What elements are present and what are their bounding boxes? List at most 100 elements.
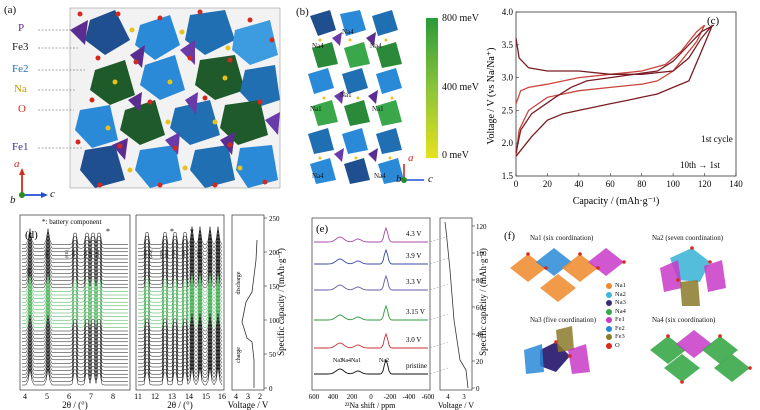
capacity-tick-label-e: 0 <box>476 385 480 393</box>
x-tick-label: 120 <box>698 179 712 189</box>
nmr-state-label: 4.3 V <box>406 230 421 238</box>
nmr-x-tick: -400 <box>403 393 416 401</box>
xrd-pattern-left <box>22 296 128 314</box>
xrd-pattern-left <box>22 264 128 281</box>
xrd-pattern-left <box>22 235 128 253</box>
voltage-tick-d: 2 <box>258 392 262 401</box>
nmr-state-label: 3.9 V <box>406 252 421 260</box>
xrd-pattern-right <box>138 230 223 249</box>
nmr-x-tick: 0 <box>369 393 373 401</box>
legend-dot <box>606 308 612 315</box>
legend-dot <box>606 300 612 307</box>
x-tick-label: 80 <box>637 179 647 189</box>
site-na4-5: Na4 <box>374 172 386 180</box>
xrd-tick-right: 13 <box>168 392 176 401</box>
series-line-3 <box>515 24 713 157</box>
xrd-pattern-right <box>138 226 223 246</box>
nmr-peak-label: Na2 <box>379 358 389 364</box>
series-line-1 <box>515 24 706 157</box>
xrd-tick-left: 4 <box>23 392 27 401</box>
xrd-pattern-left <box>22 318 128 335</box>
axis-label-a: a <box>14 158 20 170</box>
voltage-capacity-chart: (c) 1st cycle 10th → 1st Capacity / (mAh… <box>486 7 743 207</box>
series-line-2 <box>515 24 713 75</box>
atom-label-fe2: Fe2 <box>12 63 29 75</box>
nmr-spectrum-2 <box>314 274 428 291</box>
peak-label: (320) <box>159 249 164 258</box>
y-tick-label: 3.5 <box>502 40 514 50</box>
y-tick-label: 3.0 <box>502 73 514 83</box>
xrd-tick-right: 14 <box>185 392 193 401</box>
xrd-pattern-right <box>138 348 223 368</box>
xrd-pattern-right <box>138 284 223 303</box>
nmr-guide-line <box>429 341 449 349</box>
coordination-structures <box>510 246 752 384</box>
xrd-pattern-left <box>22 250 128 267</box>
title-na4: Na4 (six coordination) <box>652 316 716 324</box>
nmr-x-tick: -200 <box>384 393 397 401</box>
peak-label: (602) <box>164 249 169 258</box>
capacity-tick-label-e: 80 <box>476 277 484 285</box>
xrd-pattern-right <box>138 341 223 361</box>
legend-item: Fe3 <box>606 333 626 342</box>
xrd-pattern-left <box>22 336 128 353</box>
xrd-pattern-right <box>138 352 223 372</box>
xrd-pattern-left <box>22 275 128 292</box>
series-line-0 <box>515 24 706 105</box>
legend-item: Na4 <box>606 308 626 317</box>
nmr-guide-line <box>429 367 449 375</box>
xrd-pattern-right <box>138 309 223 328</box>
charge-label: charge <box>236 347 242 363</box>
panel-d-label: (d) <box>25 229 38 241</box>
site-na1-3: Na1 <box>372 105 384 113</box>
peak-label: (011) <box>64 249 69 258</box>
xrd-pattern-left <box>22 325 128 343</box>
nmr-x-tick: 200 <box>347 393 358 401</box>
nmr-guide-line <box>429 313 449 321</box>
xrd-pattern-left <box>22 347 128 364</box>
panel-e-label: (e) <box>316 223 329 235</box>
xrd-legend: *: battery component <box>42 218 102 226</box>
legend-item: Fe2 <box>606 325 626 334</box>
voltage-tick-e: 3 <box>462 393 466 401</box>
xrd-pattern-right <box>138 334 223 354</box>
xrd-pattern-left <box>22 242 128 260</box>
peak-label: (712) <box>208 249 213 258</box>
xrd-pattern-right <box>138 255 223 274</box>
xrd-chart: (d) *: battery component 2θ / (°) 2θ / (… <box>19 214 286 410</box>
x-tick-label: 100 <box>666 179 680 189</box>
legend-label: Fe3 <box>615 333 625 340</box>
nmr-spectrum-0 <box>314 226 428 243</box>
x-tick-label: 40 <box>574 179 584 189</box>
panel-e: (e) ²³Na shift / ppm Voltage / V Specifi… <box>300 210 490 410</box>
site-na1-2: Na1 <box>310 105 322 113</box>
capacity-tick-label-d: 150 <box>269 283 280 291</box>
xrd-pattern-right <box>138 312 223 332</box>
legend-label: Na4 <box>615 307 626 315</box>
nmr-peak-label: Na4 <box>341 358 351 364</box>
xrd-pattern-left <box>22 278 128 296</box>
nmr-guide-line <box>429 283 449 291</box>
peak-label: (501) <box>143 249 148 258</box>
annotation-cycles: 10th → 1st <box>680 160 721 170</box>
xrd-tick-right: 15 <box>202 392 210 401</box>
panel-c: (c) 1st cycle 10th → 1st Capacity / (mAh… <box>484 0 760 210</box>
chart-c-ylabel: Voltage / V (vs Na/Na⁺) <box>486 48 497 145</box>
legend-item: O <box>606 342 626 351</box>
y-tick-label: 2.5 <box>502 105 514 115</box>
panel-f-label: (f) <box>504 230 515 242</box>
nmr-spectrum-5 <box>314 358 428 375</box>
xrd-pattern-left <box>22 332 128 350</box>
xrd-pattern-right <box>138 363 223 382</box>
capacity-label-e: Specific capacity / (mAh·g⁻¹) <box>478 248 488 356</box>
nmr-guide-line <box>429 235 449 243</box>
xrd-tick-right: 12 <box>151 392 159 401</box>
peak-label: (111) <box>83 249 88 258</box>
nmr-xlabel: ²³Na shift / ppm <box>345 401 397 410</box>
capacity-tick-label-d: 100 <box>269 317 280 325</box>
xrd-pattern-right <box>138 262 223 282</box>
x-tick-label: 20 <box>543 179 553 189</box>
energy-colorbar <box>426 18 438 158</box>
panel-d: (d) *: battery component 2θ / (°) 2θ / (… <box>0 210 300 410</box>
xrd-pattern-right <box>138 294 223 314</box>
